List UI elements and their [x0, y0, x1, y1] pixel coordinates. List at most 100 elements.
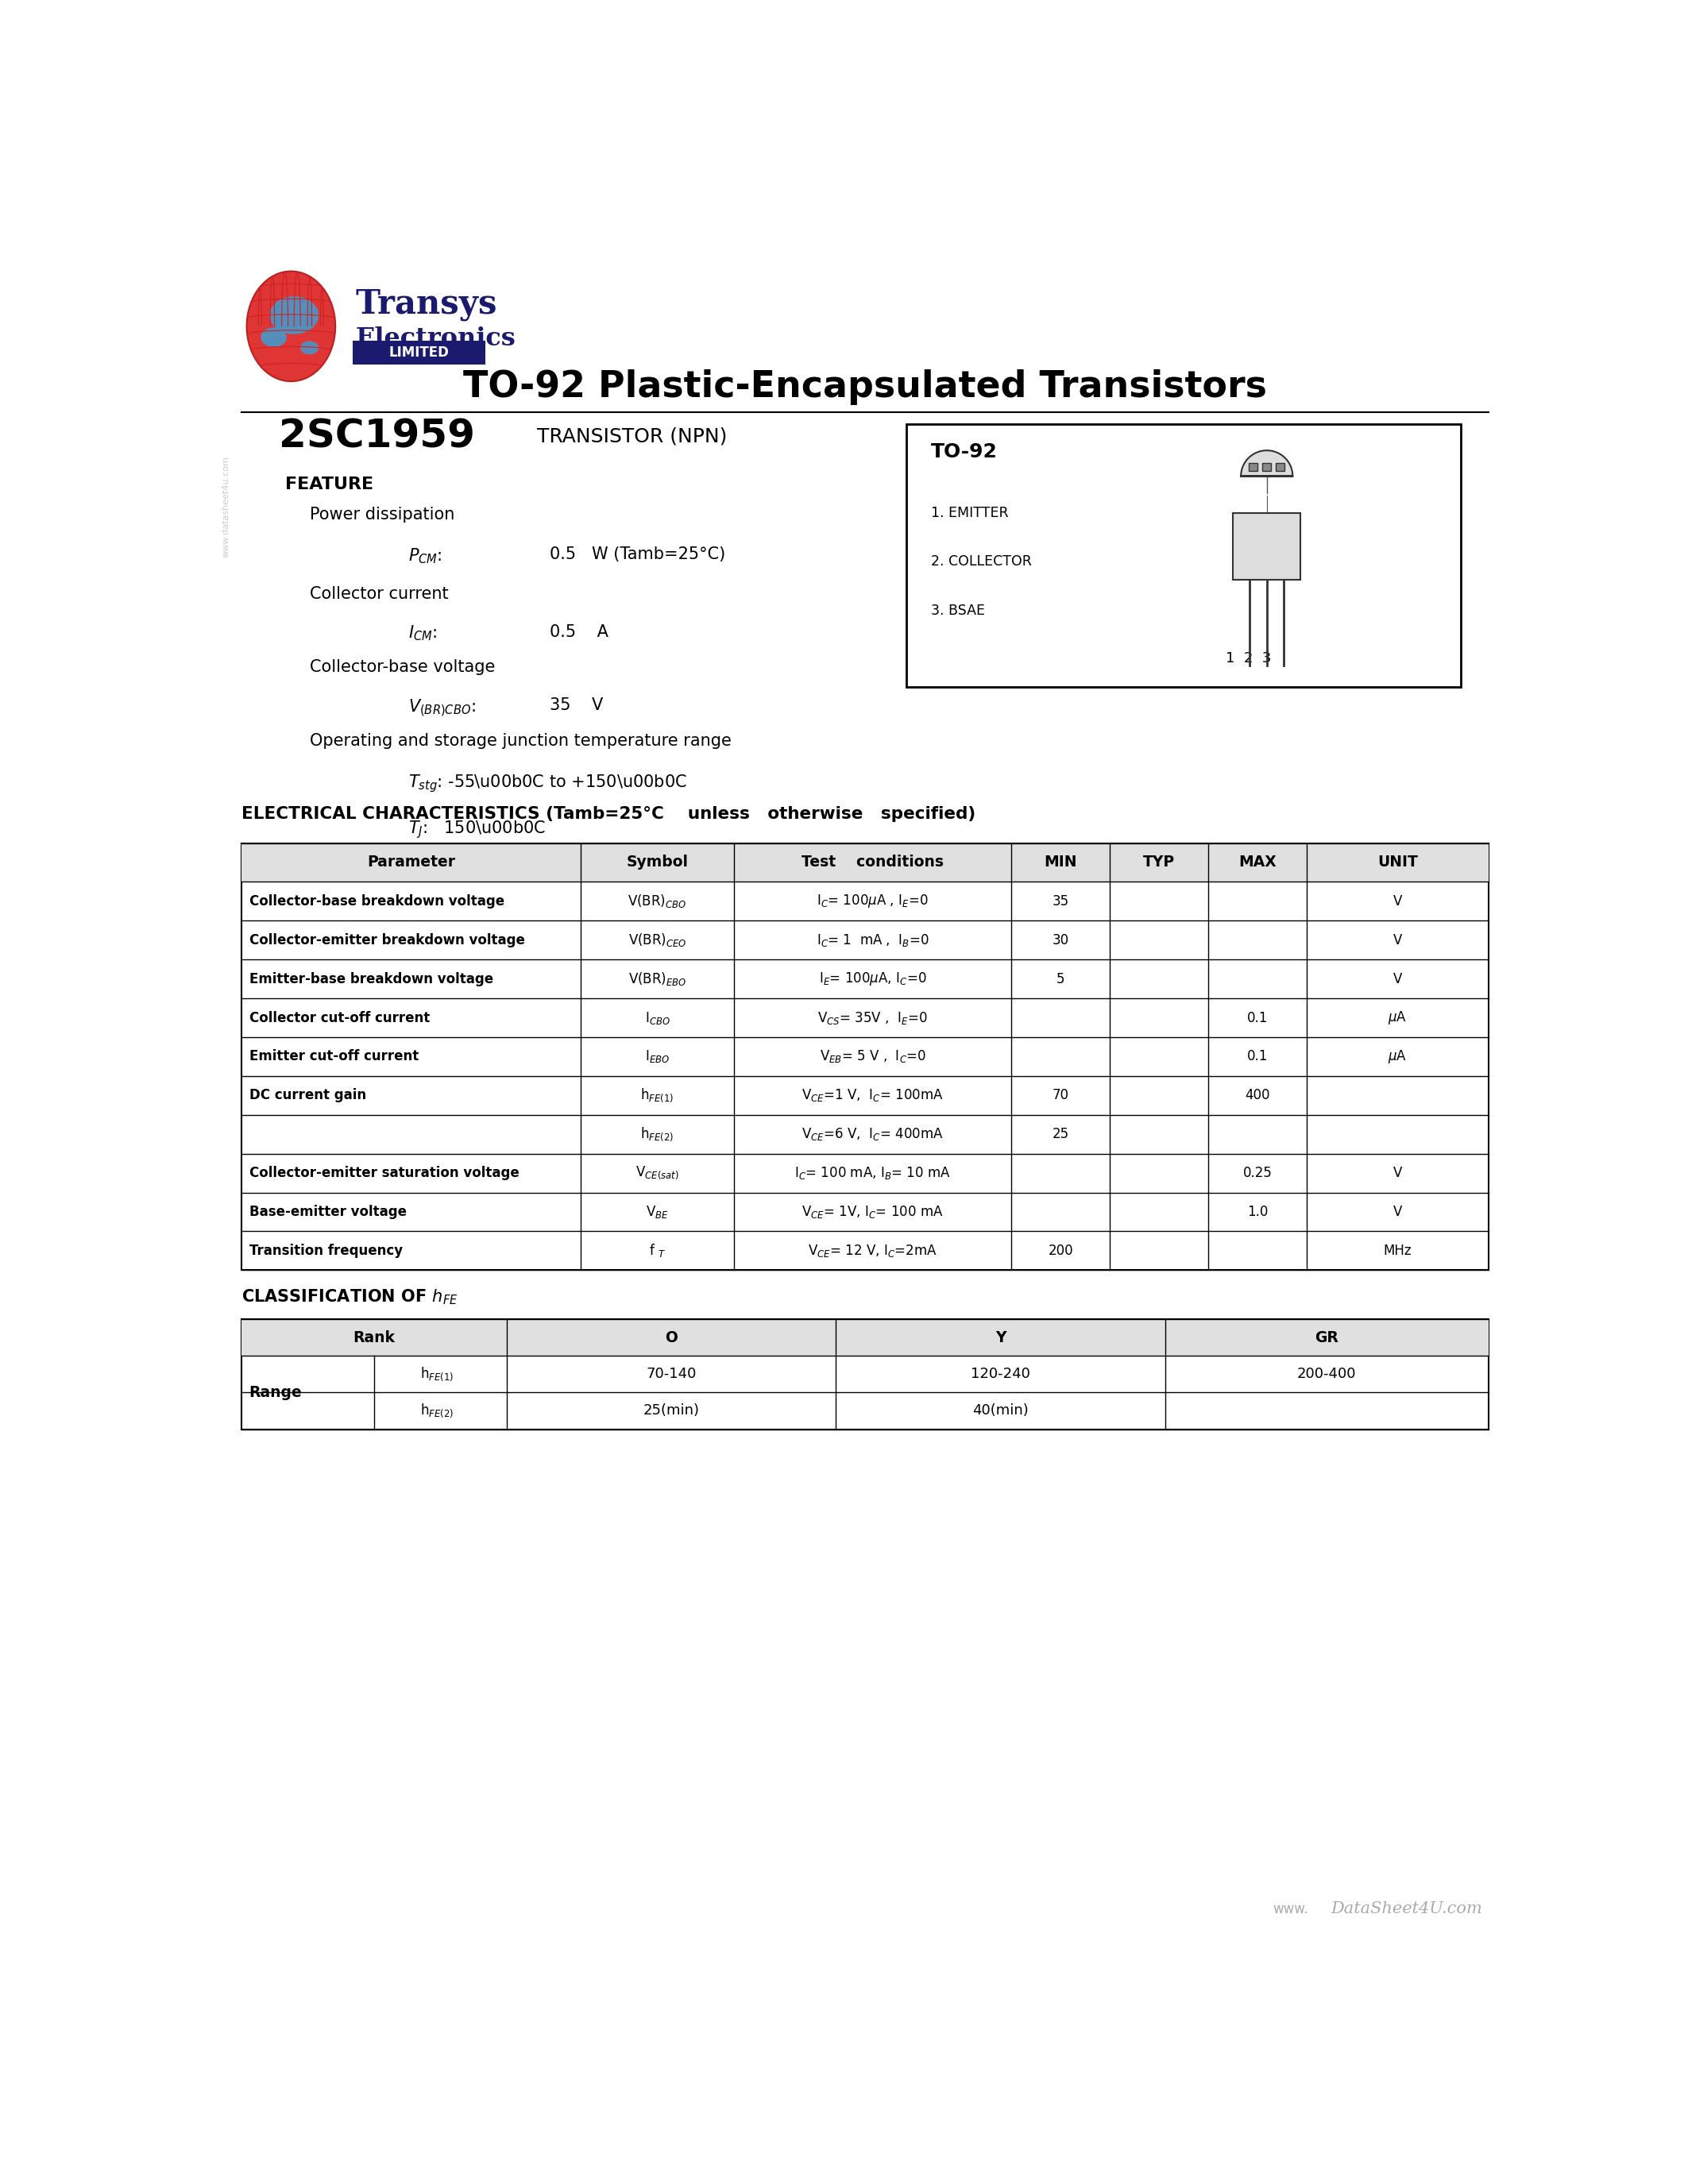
Text: 2. COLLECTOR: 2. COLLECTOR [932, 555, 1031, 568]
Text: TO-92: TO-92 [932, 443, 998, 461]
Text: $\mu$A: $\mu$A [1388, 1048, 1408, 1066]
Text: Collector-emitter breakdown voltage: Collector-emitter breakdown voltage [250, 933, 525, 948]
Text: 25(min): 25(min) [643, 1404, 699, 1417]
Text: LIMITED: LIMITED [388, 345, 449, 360]
Text: Range: Range [250, 1385, 302, 1400]
Text: Emitter-base breakdown voltage: Emitter-base breakdown voltage [250, 972, 493, 987]
Ellipse shape [300, 341, 319, 354]
Text: $T_{stg}$: -55\u00b0C to +150\u00b0C: $T_{stg}$: -55\u00b0C to +150\u00b0C [408, 773, 687, 795]
Text: h$_{FE (1)}$: h$_{FE (1)}$ [420, 1365, 454, 1382]
Text: Collector-emitter saturation voltage: Collector-emitter saturation voltage [250, 1166, 518, 1179]
Text: V$_{EB}$= 5 V ,  I$_C$=0: V$_{EB}$= 5 V , I$_C$=0 [820, 1048, 927, 1064]
Bar [353, 341, 484, 365]
Text: 0.1: 0.1 [1247, 1011, 1268, 1024]
Text: DataSheet4U.com: DataSheet4U.com [1330, 1900, 1482, 1915]
Text: V$_{CE}$= 1V, I$_C$= 100 mA: V$_{CE}$= 1V, I$_C$= 100 mA [802, 1203, 944, 1221]
Text: GR: GR [1315, 1330, 1339, 1345]
Text: V$_{CE}$=1 V,  I$_C$= 100mA: V$_{CE}$=1 V, I$_C$= 100mA [802, 1088, 944, 1103]
Text: CLASSIFICATION OF $h_{FE}$: CLASSIFICATION OF $h_{FE}$ [241, 1286, 459, 1306]
Text: www.datasheet4u.com: www.datasheet4u.com [223, 456, 230, 557]
Text: f $_{T}$: f $_{T}$ [648, 1243, 665, 1260]
Text: 200: 200 [1048, 1243, 1074, 1258]
Text: 5: 5 [1057, 972, 1065, 987]
Text: O: O [665, 1330, 677, 1345]
Text: 35: 35 [1052, 893, 1069, 909]
Text: Collector current: Collector current [309, 585, 449, 603]
Text: Y: Y [996, 1330, 1006, 1345]
Text: 25: 25 [1052, 1127, 1069, 1142]
Text: V: V [1393, 972, 1403, 987]
Bar [1232, 513, 1301, 581]
Text: 1.0: 1.0 [1247, 1206, 1268, 1219]
Text: I$_{EBO}$: I$_{EBO}$ [645, 1048, 670, 1064]
Text: Collector cut-off current: Collector cut-off current [250, 1011, 430, 1024]
Text: 30: 30 [1052, 933, 1069, 948]
Text: 0.5   W (Tamb=25°C): 0.5 W (Tamb=25°C) [550, 546, 726, 561]
Text: I$_C$= 100 mA, I$_B$= 10 mA: I$_C$= 100 mA, I$_B$= 10 mA [795, 1164, 950, 1182]
Text: 200-400: 200-400 [1298, 1367, 1357, 1380]
Text: $P_{CM}$:: $P_{CM}$: [408, 546, 442, 566]
Text: 3. BSAE: 3. BSAE [932, 603, 986, 618]
Bar [906, 424, 1460, 688]
Text: V: V [1393, 893, 1403, 909]
Bar [241, 843, 1489, 1271]
Text: 1. EMITTER: 1. EMITTER [932, 507, 1009, 520]
Bar [1249, 463, 1258, 472]
Text: 400: 400 [1246, 1088, 1269, 1103]
Text: V$_{BE}$: V$_{BE}$ [647, 1203, 668, 1221]
Text: 35    V: 35 V [550, 697, 603, 714]
Text: TYP: TYP [1143, 854, 1175, 869]
Text: 120-240: 120-240 [971, 1367, 1030, 1380]
Text: h$_{FE (2)}$: h$_{FE (2)}$ [420, 1402, 454, 1420]
Ellipse shape [270, 297, 319, 334]
Bar [241, 1319, 1489, 1356]
Text: h$_{FE (2)}$: h$_{FE (2)}$ [640, 1125, 674, 1142]
Text: UNIT: UNIT [1377, 854, 1418, 869]
Text: Transys: Transys [356, 288, 498, 321]
Text: MHz: MHz [1384, 1243, 1411, 1258]
Text: Collector-base voltage: Collector-base voltage [309, 660, 495, 675]
Text: MAX: MAX [1239, 854, 1276, 869]
Text: Symbol: Symbol [626, 854, 689, 869]
Text: 0.5    A: 0.5 A [550, 625, 608, 640]
Text: DC current gain: DC current gain [250, 1088, 366, 1103]
Text: Transition frequency: Transition frequency [250, 1243, 402, 1258]
Text: 0.25: 0.25 [1242, 1166, 1273, 1179]
Text: $I_{CM}$:: $I_{CM}$: [408, 625, 437, 642]
Text: 0.1: 0.1 [1247, 1051, 1268, 1064]
Ellipse shape [262, 328, 287, 347]
Text: Test    conditions: Test conditions [802, 854, 944, 869]
Text: I$_C$= 100$\mu$A , I$_E$=0: I$_C$= 100$\mu$A , I$_E$=0 [817, 893, 928, 909]
Bar [1276, 463, 1285, 472]
Text: 2SC1959: 2SC1959 [279, 417, 474, 456]
Bar [241, 1319, 1489, 1428]
Text: V(BR)$_{CBO}$: V(BR)$_{CBO}$ [628, 893, 687, 909]
Text: Emitter cut-off current: Emitter cut-off current [250, 1051, 419, 1064]
Text: V$_{CE(sat)}$: V$_{CE(sat)}$ [636, 1164, 679, 1182]
Polygon shape [1241, 450, 1293, 476]
Text: $\mu$A: $\mu$A [1388, 1009, 1408, 1026]
Text: 1  2  3: 1 2 3 [1225, 651, 1271, 666]
Text: TRANSISTOR (NPN): TRANSISTOR (NPN) [537, 426, 728, 446]
Bar [1263, 463, 1271, 472]
Text: V(BR)$_{EBO}$: V(BR)$_{EBO}$ [628, 970, 687, 987]
Text: V(BR)$_{CEO}$: V(BR)$_{CEO}$ [628, 933, 687, 948]
Text: V$_{CE}$= 12 V, I$_C$=2mA: V$_{CE}$= 12 V, I$_C$=2mA [809, 1243, 937, 1258]
Text: Parameter: Parameter [366, 854, 456, 869]
Text: I$_C$= 1  mA ,  I$_B$=0: I$_C$= 1 mA , I$_B$=0 [817, 933, 928, 948]
Ellipse shape [246, 271, 336, 382]
Bar [241, 843, 1489, 882]
Text: ELECTRICAL CHARACTERISTICS (Tamb=25°C    unless   otherwise   specified): ELECTRICAL CHARACTERISTICS (Tamb=25°C un… [241, 806, 976, 821]
Text: Operating and storage junction temperature range: Operating and storage junction temperatu… [309, 734, 731, 749]
Text: TO-92 Plastic-Encapsulated Transistors: TO-92 Plastic-Encapsulated Transistors [463, 369, 1268, 406]
Text: V$_{CE}$=6 V,  I$_C$= 400mA: V$_{CE}$=6 V, I$_C$= 400mA [802, 1127, 944, 1142]
Text: Base-emitter voltage: Base-emitter voltage [250, 1206, 407, 1219]
Text: 40(min): 40(min) [972, 1404, 1028, 1417]
Text: $V_{(BR)CBO}$:: $V_{(BR)CBO}$: [408, 697, 476, 719]
Text: Power dissipation: Power dissipation [309, 507, 454, 522]
Text: h$_{FE (1)}$: h$_{FE (1)}$ [640, 1088, 674, 1103]
Text: MIN: MIN [1045, 854, 1077, 869]
Text: I$_{CBO}$: I$_{CBO}$ [645, 1009, 670, 1026]
Text: 70: 70 [1052, 1088, 1069, 1103]
Text: I$_E$= 100$\mu$A, I$_C$=0: I$_E$= 100$\mu$A, I$_C$=0 [819, 970, 927, 987]
